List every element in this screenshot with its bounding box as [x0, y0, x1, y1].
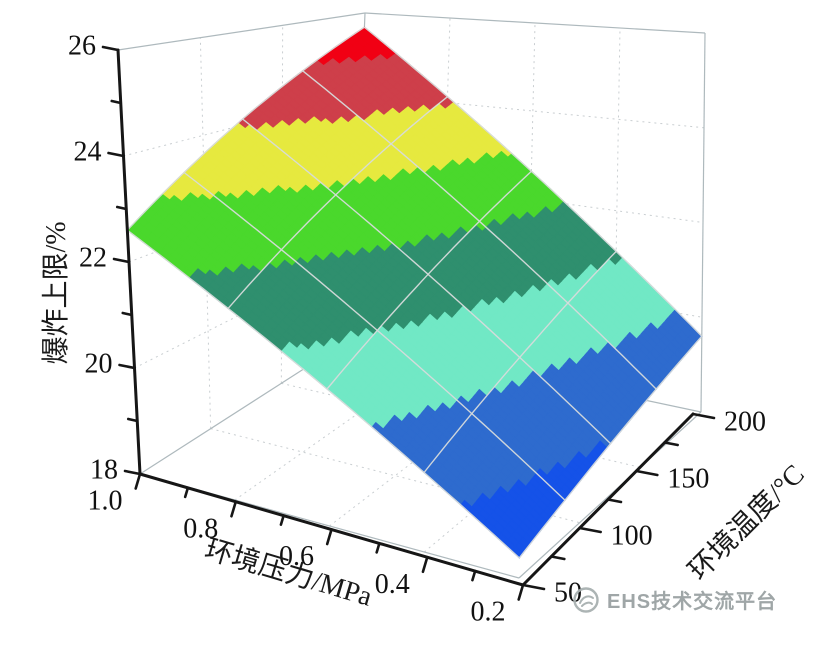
z-axis-tick-label: 18: [90, 455, 118, 486]
pressure-axis-tick-label: 0.4: [375, 569, 410, 600]
watermark: EHS技术交流平台: [572, 585, 777, 614]
watermark-text: EHS技术交流平台: [607, 591, 778, 613]
z-axis-tick-label: 24: [74, 137, 102, 168]
surface-mesh: [126, 26, 703, 559]
pressure-axis-tick-label: 0.6: [279, 541, 314, 572]
z-axis-tick-label: 20: [85, 349, 113, 380]
watermark-logo-icon: [573, 586, 599, 613]
temperature-axis-tick-label: 100: [611, 521, 653, 552]
temperature-axis-tick-label: 200: [724, 407, 766, 438]
pressure-axis-tick-label: 1.0: [88, 486, 123, 517]
pressure-axis-tick-label: 0.8: [183, 513, 218, 544]
z-axis-tick-label: 22: [79, 243, 107, 274]
temperature-axis-tick-label: 150: [667, 464, 709, 495]
pressure-axis: 1.0 0.8 0.6 0.4 0.2: [88, 472, 525, 628]
pressure-axis-tick-label: 0.2: [471, 597, 506, 628]
z-axis-title: 爆炸上限/%: [41, 221, 72, 365]
z-axis-tick-label: 26: [68, 31, 96, 62]
z-axis: 18 20 22 24 26: [68, 31, 142, 486]
surface: [126, 26, 703, 559]
